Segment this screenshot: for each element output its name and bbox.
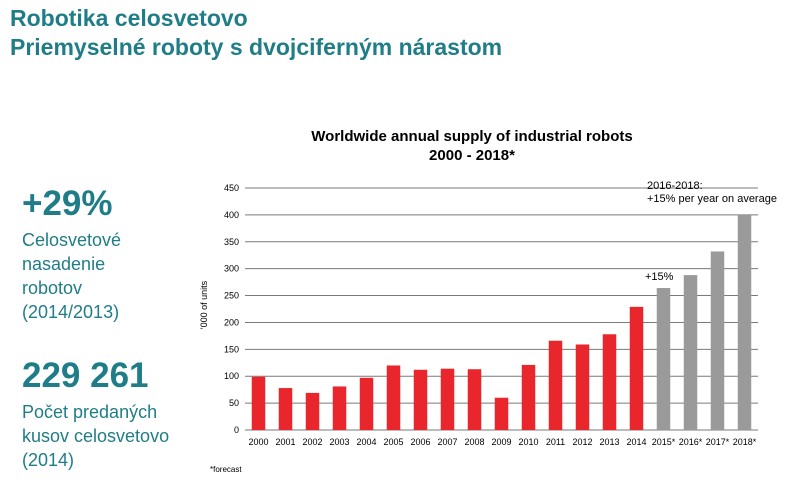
slide-title-line-1: Robotika celosvetovo (10, 5, 248, 31)
x-tick-label: 2003 (329, 437, 349, 447)
chart-title-line-2: 2000 - 2018* (429, 147, 515, 164)
slide-title-line-2: Priemyselné roboty s dvojciferným nárast… (10, 34, 503, 60)
bar-2000 (251, 376, 266, 430)
bars (251, 214, 752, 430)
y-tick-label: 100 (224, 371, 239, 381)
x-tick-label: 2013 (599, 437, 619, 447)
y-tick-label: 250 (224, 291, 239, 301)
x-tick-label: 2017* (706, 437, 730, 447)
units-sold-stat-value: 229 261 (22, 356, 149, 395)
x-tick-label: 2015* (652, 437, 676, 447)
x-tick-label: 2010 (518, 437, 538, 447)
y-axis-label: '000 of units (199, 280, 209, 329)
units-sold-stat-caption: Počet predaných kusov celosvetovo (2014) (22, 400, 202, 472)
bar-2004 (359, 377, 374, 430)
x-tick-label: 2007 (437, 437, 457, 447)
bar-2005 (386, 365, 401, 430)
bar-2007 (440, 368, 455, 430)
x-tick-label: 2006 (410, 437, 430, 447)
x-tick-label: 2011 (546, 437, 565, 447)
units-sold-stat-caption-line: Počet predaných (22, 402, 158, 422)
bar-2003 (332, 386, 347, 430)
bar-2014 (629, 306, 644, 430)
growth-stat-caption-line: robotov (22, 278, 83, 298)
bar-2013 (602, 334, 617, 430)
bar-2011 (548, 340, 563, 430)
y-tick-label: 0 (234, 425, 239, 435)
growth-stat-caption-line: (2014/2013) (22, 302, 120, 322)
units-sold-stat-caption-line: kusov celosvetovo (22, 426, 170, 446)
y-axis-ticks: 0 50 100 150 200 250 300 350 400 450 (224, 183, 239, 435)
y-tick-label: 400 (224, 210, 239, 220)
forecast-footnote: *forecast (210, 465, 242, 474)
y-tick-label: 50 (229, 398, 239, 408)
units-sold-stat-caption-line: (2014) (22, 450, 75, 470)
y-tick-label: 450 (224, 183, 239, 193)
bar-2006 (413, 369, 428, 430)
chart-title-line-1: Worldwide annual supply of industrial ro… (311, 128, 632, 145)
bar-2012 (575, 344, 590, 430)
annotation-2016-2018-line-1: 2016-2018: (647, 180, 703, 192)
annotation-2016-2018-line-2: +15% per year on average (647, 193, 777, 205)
x-tick-label: 2012 (572, 437, 592, 447)
x-tick-label: 2009 (491, 437, 511, 447)
bar-2018-forecast (737, 214, 752, 430)
bar-2010 (521, 364, 536, 430)
x-tick-label: 2002 (302, 437, 322, 447)
x-tick-label: 2014 (626, 437, 646, 447)
x-tick-label: 2004 (356, 437, 376, 447)
growth-stat-caption-line: nasadenie (22, 254, 106, 274)
gridlines (245, 187, 758, 431)
growth-stat-caption-line: Celosvetové (22, 230, 122, 250)
y-tick-label: 350 (224, 237, 239, 247)
growth-stat-value: +29% (22, 184, 113, 223)
x-tick-label: 2016* (679, 437, 703, 447)
bar-2015-forecast (656, 288, 671, 430)
bar-2001 (278, 388, 293, 430)
x-tick-label: 2018* (733, 437, 757, 447)
slide-title: Robotika celosvetovo Priemyselné roboty … (10, 4, 502, 62)
x-tick-label: 2005 (383, 437, 403, 447)
bar-2016-forecast (683, 275, 698, 430)
x-tick-label: 2001 (275, 437, 295, 447)
bar-2009 (494, 397, 509, 430)
x-tick-label: 2008 (464, 437, 484, 447)
y-tick-label: 150 (224, 344, 239, 354)
bar-2008 (467, 369, 482, 430)
y-tick-label: 300 (224, 264, 239, 274)
x-axis-ticks: 2000 2001 2002 2003 2004 2005 2006 2007 2008 2009… (248, 437, 756, 447)
x-tick-label: 2000 (248, 437, 268, 447)
bar-2002 (305, 392, 320, 430)
annotation-15-percent: +15% (645, 271, 674, 283)
y-tick-label: 200 (224, 317, 239, 327)
growth-stat-caption: Celosvetové nasadenie robotov (2014/2013… (22, 228, 202, 324)
bar-2017-forecast (710, 251, 725, 430)
